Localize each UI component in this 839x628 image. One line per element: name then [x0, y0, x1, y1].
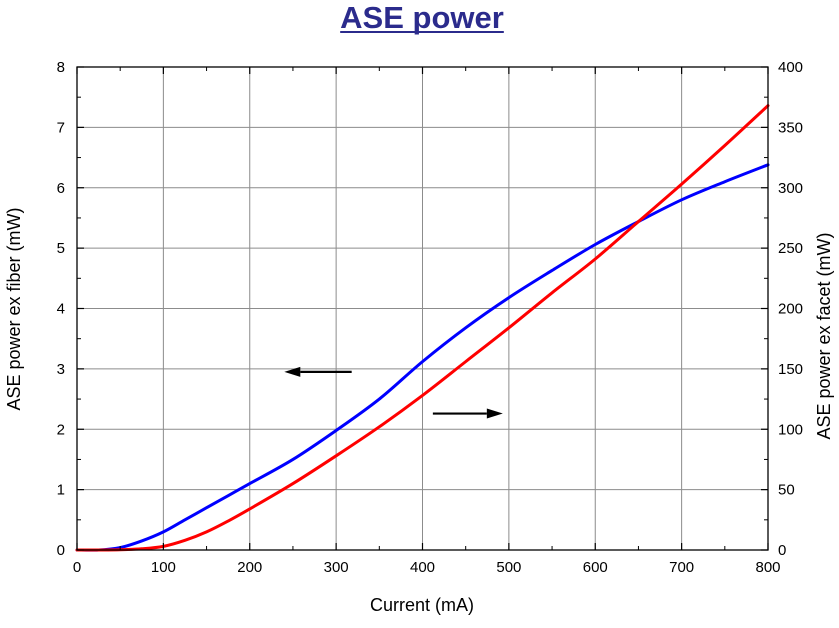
x-tick-label: 500	[496, 559, 521, 576]
y-right-tick-label: 300	[778, 180, 803, 197]
y-left-tick-label: 6	[57, 180, 65, 197]
chart-title: ASE power	[340, 0, 504, 35]
y-left-tick-label: 7	[57, 119, 65, 136]
y-left-tick-label: 5	[57, 240, 65, 257]
y-right-tick-label: 150	[778, 361, 803, 378]
series-line-fiber	[75, 163, 770, 552]
y-right-tick-label: 200	[778, 301, 803, 318]
x-tick-label: 700	[669, 559, 694, 576]
x-tick-label: 400	[410, 559, 435, 576]
series-line-facet	[75, 104, 770, 552]
arrow-head	[486, 408, 503, 419]
x-tick-label: 300	[324, 559, 349, 576]
y-left-tick-label: 1	[57, 482, 65, 499]
y-right-tick-label: 50	[778, 482, 795, 499]
grid	[77, 67, 768, 550]
y-left-tick-label: 3	[57, 361, 65, 378]
y-right-tick-label: 350	[778, 119, 803, 136]
y-right-tick-labels: 0 50 100 150 200 250 300 350 400	[778, 59, 803, 559]
x-tick-label: 100	[151, 559, 176, 576]
y-right-tick-label: 100	[778, 421, 803, 438]
x-tick-label: 0	[73, 559, 81, 576]
arrow-head	[284, 366, 301, 377]
y-left-tick-labels: 0 1 2 3 4 5 6 7 8	[57, 59, 65, 559]
y-axis-label-right: ASE power ex facet (mW)	[814, 232, 834, 439]
ticks	[76, 66, 769, 551]
x-tick-label: 600	[583, 559, 608, 576]
x-tick-labels: 0 100 200 300 400 500 600 700 800	[73, 559, 781, 576]
y-right-tick-label: 250	[778, 240, 803, 257]
series-layer	[75, 104, 770, 552]
left-axis-arrow	[284, 366, 352, 377]
y-axis-label-left: ASE power ex fiber (mW)	[4, 207, 24, 410]
y-left-tick-label: 8	[57, 59, 65, 76]
y-left-tick-label: 4	[57, 301, 65, 318]
y-left-tick-label: 0	[57, 542, 65, 559]
y-right-tick-label: 0	[778, 542, 786, 559]
x-tick-label: 200	[237, 559, 262, 576]
right-axis-arrow	[432, 408, 503, 419]
x-tick-label: 800	[755, 559, 780, 576]
y-right-tick-label: 400	[778, 59, 803, 76]
arrows	[284, 366, 503, 419]
x-axis-label: Current (mA)	[370, 595, 474, 615]
y-left-tick-label: 2	[57, 421, 65, 438]
